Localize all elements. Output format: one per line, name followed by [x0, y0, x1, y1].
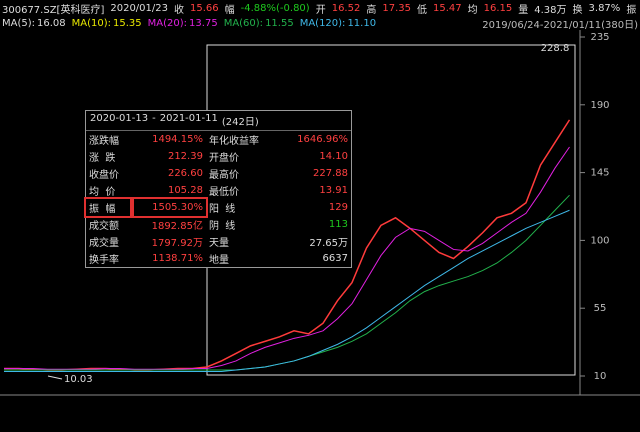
field-value: 4.38万 [534, 4, 567, 16]
stat-value: 105.28 [167, 185, 203, 196]
end-date: 2021-01-11 [159, 113, 218, 124]
stat-value: 113 [328, 219, 348, 230]
ma-label: MA(5): [2, 17, 36, 29]
stats-row: 涨跌幅 1494.15% 年化收益率 1646.96% [86, 131, 351, 148]
ma-label: MA(60): [223, 17, 264, 29]
stat-value: 6637 [322, 253, 348, 264]
date-range: 2019/06/24-2021/01/11(380日) [482, 19, 638, 31]
stat-value: 226.60 [167, 168, 203, 179]
field-label: 低 [416, 4, 427, 16]
field-label: 开 [315, 4, 326, 16]
stock-code: 300677.SZ[英科医疗] [2, 4, 105, 16]
field-value: 16.15 [483, 2, 513, 14]
series-line [4, 209, 570, 372]
annotation-line [47, 375, 63, 380]
ma-value: 11.10 [347, 17, 377, 29]
stat-value: 1505.30% [152, 202, 203, 213]
y-tick-label: 55 [594, 303, 607, 314]
stat-value: 1646.96% [297, 134, 348, 145]
field-value: 15.66 [190, 2, 219, 14]
ma-label: MA(120): [299, 17, 346, 29]
stat-value: 1797.92万 [151, 238, 203, 249]
stats-row: 涨 跌 212.39 开盘价 14.10 [86, 148, 351, 165]
ma-value: 11.55 [265, 17, 294, 29]
separator: - [152, 113, 156, 124]
stat-label: 地量 [208, 255, 229, 266]
field-label: 收 [174, 4, 184, 16]
field-label: 均 [467, 4, 478, 16]
y-tick-label: 10 [594, 371, 607, 382]
stat-label: 成交额 [89, 221, 119, 232]
stats-row: 换手率 1138.71% 地量 6637 [86, 250, 351, 267]
field-value: 15.47 [432, 2, 462, 14]
stats-panel: 2020-01-13-2021-01-11 (242日) 涨跌幅 1494.15% 年化… [83, 110, 352, 268]
stat-label: 年化收益率 [208, 136, 259, 147]
ma-label: MA(10): [71, 17, 112, 29]
date: 2020/01/23 [110, 2, 168, 14]
stat-value: 129 [328, 202, 348, 213]
stat-label: 振 幅 [89, 204, 116, 215]
field-value: 3.87% [588, 2, 621, 14]
stats-row: 成交量 1797.92万 天量 27.65万 [86, 233, 351, 250]
ma-value: 13.75 [189, 17, 218, 29]
stat-value: 27.65万 [309, 238, 348, 249]
y-tick-label: 100 [590, 235, 609, 246]
stat-value: 1892.85亿 [151, 221, 203, 232]
stats-row: 收盘价 226.60 最高价 227.88 [86, 165, 351, 182]
y-tick-label: 190 [590, 100, 609, 111]
ma-label: MA(20): [147, 17, 188, 29]
stats-table: 涨跌幅 1494.15% 年化收益率 1646.96% 涨 跌 212.39 开盘价 14.1… [83, 131, 351, 267]
panel-title: 2020-01-13-2021-01-11 (242日) [86, 111, 351, 131]
stat-label: 天量 [208, 238, 229, 249]
ma-bar: MA(5): 16.08 MA(10): 15.35 MA(20): 13.75 MA(60… [2, 16, 638, 31]
stat-label: 换手率 [89, 255, 119, 266]
y-tick-label: 145 [590, 168, 609, 179]
annotation: 228.8 [541, 43, 570, 54]
ma-value: 15.35 [113, 17, 142, 29]
ma-value: 16.08 [37, 17, 66, 29]
series-line [4, 146, 570, 370]
stat-value: 227.88 [313, 168, 348, 179]
stat-label: 阴 线 [208, 221, 236, 232]
stats-row: 振 幅 1505.30% 阳 线 129 [83, 197, 351, 218]
stat-label: 涨 跌 [89, 153, 116, 164]
field-label: 幅 [224, 4, 235, 16]
stat-value: 212.39 [167, 151, 203, 162]
stat-label: 均 价 [89, 187, 116, 198]
stat-label: 涨跌幅 [89, 136, 119, 147]
quote-bar: 300677.SZ[英科医疗] 2020/01/23 收 15.66 幅 -4.88%(-… [2, 1, 637, 16]
field-label: 量 [518, 4, 529, 16]
field-label: 高 [366, 4, 377, 16]
start-date: 2020-01-13 [90, 113, 149, 124]
field-label: 振 [626, 4, 637, 16]
stat-label: 阳 线 [208, 204, 236, 215]
stats-row: 成交额 1892.85亿阴 线 113 [86, 216, 351, 233]
stats-row: 均 价 105.28 最低价 13.91 [86, 182, 351, 199]
days: (242日) [221, 117, 259, 128]
stat-value: 1138.71% [152, 253, 203, 264]
stat-value: 13.91 [319, 185, 348, 196]
field-value: 16.52 [331, 2, 361, 14]
stat-label: 最高价 [208, 170, 239, 181]
field-value: 17.35 [382, 2, 411, 14]
annotation: 10.03 [64, 374, 93, 385]
stat-value: 1494.15% [152, 134, 203, 145]
stat-label: 收盘价 [89, 170, 119, 181]
field-label: 换 [572, 4, 583, 16]
stat-label: 最低价 [208, 187, 239, 198]
field-value: -4.88%(-0.80) [240, 2, 310, 14]
stat-label: 开盘价 [208, 153, 239, 164]
stat-value: 14.10 [319, 151, 348, 162]
stat-label: 成交量 [89, 238, 119, 249]
y-tick-label: 235 [590, 32, 609, 43]
